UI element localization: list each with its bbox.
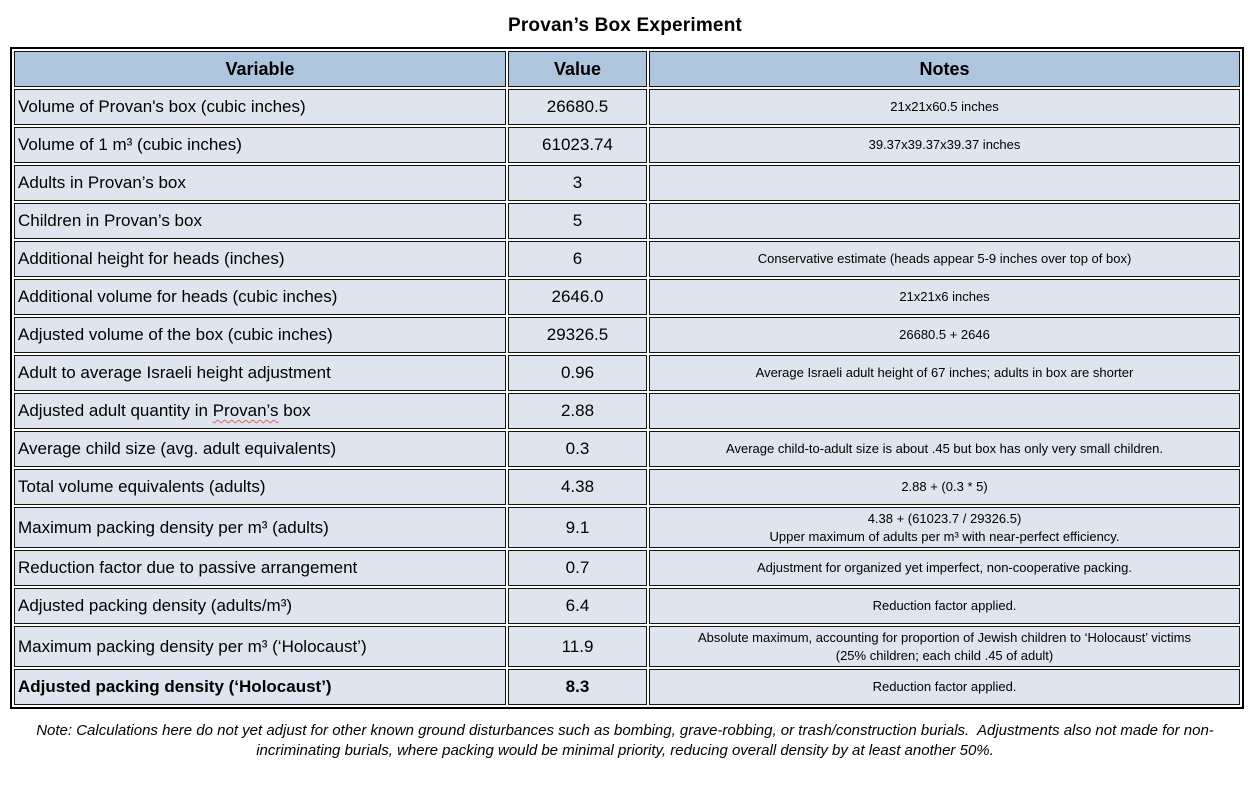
variable-cell: Additional volume for heads (cubic inche… [14,279,506,315]
notes-cell: 39.37x39.37x39.37 inches [649,127,1240,163]
table-row: Maximum packing density per m³ (adults) … [14,507,1240,549]
notes-cell: 21x21x60.5 inches [649,89,1240,125]
value-cell: 4.38 [508,469,647,505]
column-header-notes: Notes [649,51,1240,87]
variable-cell: Reduction factor due to passive arrangem… [14,550,506,587]
table-row-total: Adjusted packing density (‘Holocaust’) 8… [14,669,1240,706]
table-row: Volume of 1 m³ (cubic inches) 61023.74 3… [14,127,1240,163]
notes-cell: Average child-to-adult size is about .45… [649,431,1240,467]
table-row: Additional volume for heads (cubic inche… [14,279,1240,315]
variable-cell: Volume of 1 m³ (cubic inches) [14,127,506,163]
value-cell: 8.3 [508,669,647,706]
value-cell: 6 [508,241,647,277]
table-row: Total volume equivalents (adults) 4.38 2… [14,469,1240,505]
notes-cell: 4.38 + (61023.7 / 29326.5) Upper maximum… [649,507,1240,549]
notes-cell: Reduction factor applied. [649,669,1240,706]
table-row: Children in Provan’s box 5 [14,203,1240,239]
value-cell: 61023.74 [508,127,647,163]
table-row: Maximum packing density per m³ (‘Holocau… [14,626,1240,668]
notes-cell [649,203,1240,239]
table-row: Reduction factor due to passive arrangem… [14,550,1240,587]
value-cell: 5 [508,203,647,239]
variable-cell: Total volume equivalents (adults) [14,469,506,505]
variable-cell: Additional height for heads (inches) [14,241,506,277]
value-cell: 6.4 [508,588,647,625]
notes-cell [649,165,1240,201]
value-cell: 2.88 [508,393,647,429]
notes-cell: Conservative estimate (heads appear 5-9 … [649,241,1240,277]
footnote: Note: Calculations here do not yet adjus… [36,722,1214,759]
table-row: Average child size (avg. adult equivalen… [14,431,1240,467]
variable-text-prefix: Adjusted adult quantity in [18,401,213,420]
variable-cell: Maximum packing density per m³ (adults) [14,507,506,549]
variable-text-suffix: box [278,401,311,420]
notes-cell: Absolute maximum, accounting for proport… [649,626,1240,668]
notes-cell: Adjustment for organized yet imperfect, … [649,550,1240,587]
value-cell: 2646.0 [508,279,647,315]
notes-cell: Average Israeli adult height of 67 inche… [649,355,1240,391]
variable-cell: Average child size (avg. adult equivalen… [14,431,506,467]
variable-cell: Volume of Provan's box (cubic inches) [14,89,506,125]
column-header-value: Value [508,51,647,87]
table-row: Volume of Provan's box (cubic inches) 26… [14,89,1240,125]
variable-cell: Adjusted volume of the box (cubic inches… [14,317,506,353]
table-row: Additional height for heads (inches) 6 C… [14,241,1240,277]
variable-cell: Adults in Provan’s box [14,165,506,201]
variable-cell: Maximum packing density per m³ (‘Holocau… [14,626,506,668]
variable-cell: Children in Provan’s box [14,203,506,239]
column-header-variable: Variable [14,51,506,87]
variable-cell: Adjusted packing density (‘Holocaust’) [14,669,506,706]
table-row: Adults in Provan’s box 3 [14,165,1240,201]
table-row: Adjusted packing density (adults/m³) 6.4… [14,588,1240,625]
value-cell: 29326.5 [508,317,647,353]
notes-cell: 21x21x6 inches [649,279,1240,315]
table-row: Adjusted volume of the box (cubic inches… [14,317,1240,353]
notes-cell [649,393,1240,429]
value-cell: 0.3 [508,431,647,467]
value-cell: 26680.5 [508,89,647,125]
table-header-row: Variable Value Notes [14,51,1240,87]
value-cell: 3 [508,165,647,201]
value-cell: 11.9 [508,626,647,668]
misspelled-word: Provan’s [212,401,279,420]
variable-cell: Adjusted adult quantity in Provan’s box [14,393,506,429]
table-row: Adult to average Israeli height adjustme… [14,355,1240,391]
variable-cell: Adjusted packing density (adults/m³) [14,588,506,625]
notes-cell: Reduction factor applied. [649,588,1240,625]
value-cell: 9.1 [508,507,647,549]
table-row: Adjusted adult quantity in Provan’s box … [14,393,1240,429]
document-page: Provan’s Box Experiment Variable Value N… [0,15,1250,760]
page-title: Provan’s Box Experiment [507,15,743,36]
value-cell: 0.7 [508,550,647,587]
variable-cell: Adult to average Israeli height adjustme… [14,355,506,391]
experiment-table: Variable Value Notes Volume of Provan's … [10,47,1244,710]
notes-cell: 26680.5 + 2646 [649,317,1240,353]
value-cell: 0.96 [508,355,647,391]
notes-cell: 2.88 + (0.3 * 5) [649,469,1240,505]
